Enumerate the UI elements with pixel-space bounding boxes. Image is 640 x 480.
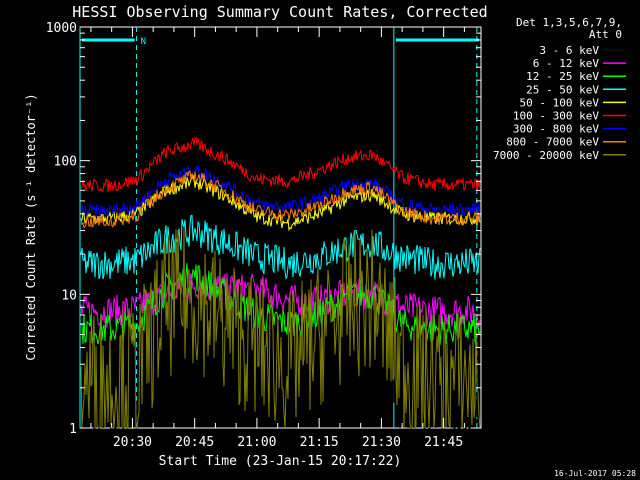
legend-label: 300 - 800 keV bbox=[513, 123, 599, 136]
chart-title: HESSI Observing Summary Count Rates, Cor… bbox=[72, 3, 487, 21]
legend-header-line-1: Det 1,3,5,6,7,9, bbox=[516, 16, 622, 29]
legend-label: 3 - 6 keV bbox=[539, 44, 599, 57]
axes-layer: 1 10 100 1000 20:30 20:45 21:00 21:15 21:30 21:45 bbox=[46, 21, 481, 450]
x-tick-label: 21:30 bbox=[362, 435, 401, 450]
x-tick-label: 21:15 bbox=[300, 435, 339, 450]
y-tick-label: 1000 bbox=[46, 21, 77, 36]
legend-label: 7000 - 20000 keV bbox=[493, 149, 599, 162]
timestamp: 16-Jul-2017 05:28 bbox=[554, 469, 636, 478]
legend-label: 800 - 7000 keV bbox=[506, 136, 599, 149]
legend-label: 6 - 12 keV bbox=[533, 57, 600, 70]
legend-label: 12 - 25 keV bbox=[526, 70, 599, 83]
series-line-6 bbox=[80, 136, 481, 193]
y-axis-title: Corrected Count Rate (s⁻¹ detector⁻¹) bbox=[24, 93, 38, 360]
legend-label: 50 - 100 keV bbox=[520, 96, 600, 109]
x-tick-label: 21:00 bbox=[237, 435, 276, 450]
y-tick-label: 100 bbox=[54, 155, 77, 170]
x-tick-label: 21:45 bbox=[424, 435, 463, 450]
series-line-7 bbox=[80, 165, 481, 218]
legend-label: 100 - 300 keV bbox=[513, 110, 599, 123]
x-axis-title: Start Time (23-Jan-15 20:17:22) bbox=[159, 454, 402, 469]
x-tick-label: 20:30 bbox=[113, 435, 152, 450]
x-tick-label: 20:45 bbox=[175, 435, 214, 450]
series-line-9 bbox=[80, 228, 481, 429]
y-tick-label: 10 bbox=[61, 288, 77, 303]
legend-label: 25 - 50 keV bbox=[526, 83, 599, 96]
y-tick-label: 1 bbox=[69, 422, 77, 437]
series-layer bbox=[80, 136, 481, 429]
annotation-label: N bbox=[141, 37, 146, 47]
legend-header-line-2: Att 0 bbox=[589, 28, 622, 41]
series-line-8 bbox=[80, 170, 481, 229]
series-line-4 bbox=[80, 214, 481, 280]
series-line-2 bbox=[80, 272, 481, 329]
